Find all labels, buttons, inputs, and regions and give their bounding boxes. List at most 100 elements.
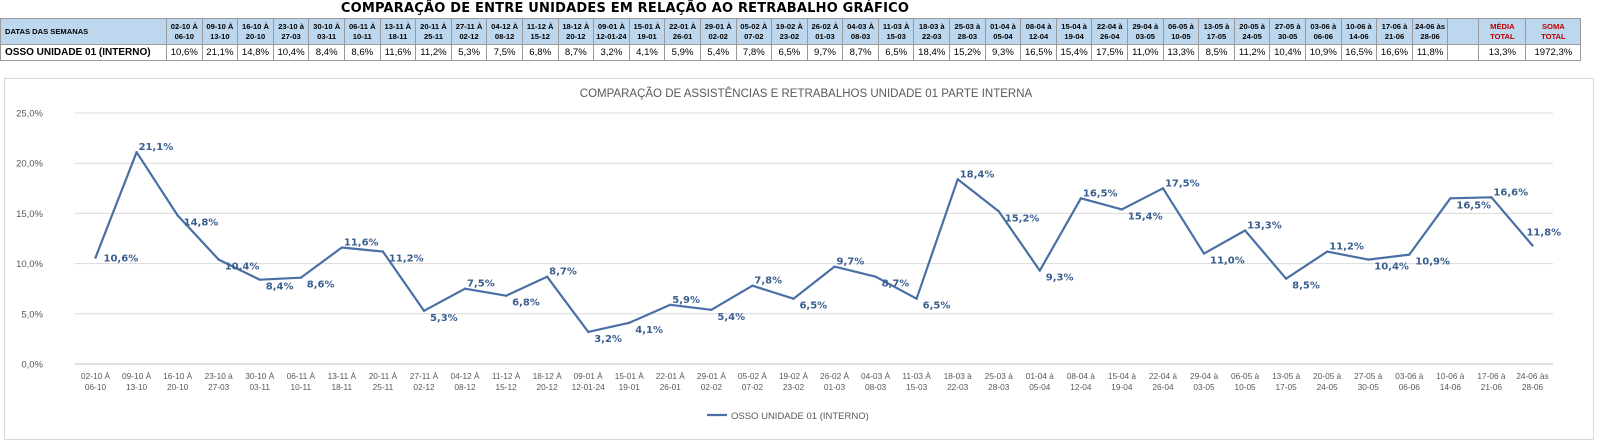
week-header-cell: 11-03 À 15-03 <box>877 18 915 45</box>
week-value-cell: 18,4% <box>913 44 951 61</box>
x-tick-label: 21-06 <box>1481 382 1503 392</box>
data-label: 13,3% <box>1247 220 1282 231</box>
data-label: 10,6% <box>104 254 139 265</box>
week-header-cell: 09-01 À 12-01-24 <box>593 18 630 45</box>
weekly-table: DATAS DAS SEMANAS 02-10 À 06-10 09-10 À 13-1… <box>0 18 1582 61</box>
data-point <box>1408 253 1411 256</box>
week-value-cell: 17,5% <box>1091 44 1129 61</box>
data-label: 17,5% <box>1165 178 1200 189</box>
data-label: 11,0% <box>1210 256 1245 267</box>
x-tick-label: 20-05 à <box>1313 371 1342 381</box>
week-value-cell: 6,8% <box>521 44 559 61</box>
week-value-cell: 11,8% <box>1411 44 1449 61</box>
x-tick-label: 05-02 À <box>738 371 768 381</box>
x-tick-label: 17-05 <box>1276 382 1298 392</box>
x-tick-label: 26-01 <box>660 382 682 392</box>
x-tick-label: 02-12 <box>413 382 435 392</box>
x-tick-label: 22-04 à <box>1149 371 1178 381</box>
x-tick-label: 10-11 <box>291 382 312 392</box>
x-tick-label: 29-01 À <box>697 371 727 381</box>
x-tick-label: 16-10 À <box>163 371 193 381</box>
data-label: 10,4% <box>225 262 260 273</box>
x-tick-label: 27-11 À <box>410 371 439 381</box>
week-header-cell: 30-10 À 03-11 <box>308 18 345 45</box>
data-label: 18,4% <box>960 169 995 180</box>
x-tick-label: 12-04 <box>1070 382 1092 392</box>
data-point <box>1161 187 1165 190</box>
x-tick-label: 22-01 À <box>656 371 686 381</box>
week-value-cell: 21,1% <box>201 44 239 61</box>
data-point <box>1243 229 1247 232</box>
week-header-cell: 16-10 À 20-10 <box>237 18 274 45</box>
x-tick-label: 30-05 <box>1358 382 1380 392</box>
data-label: 5,9% <box>672 295 700 306</box>
data-point <box>1490 196 1493 199</box>
y-tick-label: 10,0% <box>16 259 43 270</box>
week-header-cell: 06-11 À 10-11 <box>343 18 381 45</box>
week-header-cell: 24-06 às 28-06 <box>1411 18 1449 45</box>
x-tick-label: 27-03 <box>208 382 230 392</box>
x-tick-label: 03-06 à <box>1395 371 1424 381</box>
data-point <box>1449 197 1452 200</box>
data-point <box>1531 244 1534 247</box>
data-label: 15,2% <box>1005 213 1040 224</box>
week-header-cell: 15-01 À 19-01 <box>628 18 666 45</box>
week-header-cell: 19-02 À 23-02 <box>771 18 808 45</box>
week-value-cell: 5,9% <box>664 44 701 61</box>
x-tick-label: 15-03 <box>906 382 928 392</box>
x-tick-label: 06-11 À <box>287 371 316 381</box>
y-tick-label: 25,0% <box>16 109 43 120</box>
week-value-cell: 8,4% <box>308 44 345 61</box>
data-point <box>217 258 220 261</box>
data-label: 21,1% <box>139 142 174 153</box>
week-value-cell: 8,7% <box>842 44 879 61</box>
week-header-cell: 02-10 À 06-10 <box>166 18 203 45</box>
x-tick-label: 03-11 <box>249 382 270 392</box>
x-tick-label: 09-10 À <box>122 371 152 381</box>
soma-total-header: SOMA TOTAL <box>1525 18 1582 45</box>
table-header-row: DATAS DAS SEMANAS 02-10 À 06-10 09-10 À 13-1… <box>0 18 1582 45</box>
week-value-cell: 15,2% <box>949 44 986 61</box>
data-point <box>997 210 1000 213</box>
table-corner-label: DATAS DAS SEMANAS <box>0 18 167 45</box>
chart-title: COMPARAÇÃO DE ASSISTÊNCIAS E RETRABALHOS… <box>580 87 1033 100</box>
data-label: 8,5% <box>1292 281 1320 292</box>
x-tick-label: 19-02 À <box>779 371 809 381</box>
page-title: COMPARAÇÃO DE ENTRE UNIDADES EM RELAÇÃO … <box>340 1 910 16</box>
x-tick-label: 02-02 <box>701 382 723 392</box>
x-tick-label: 04-12 À <box>450 371 480 381</box>
data-label: 4,1% <box>635 325 663 336</box>
x-tick-label: 20-11 À <box>369 371 398 381</box>
x-tick-label: 28-06 <box>1522 382 1544 392</box>
data-point <box>710 308 713 311</box>
x-tick-label: 08-03 <box>865 382 887 392</box>
x-tick-label: 28-03 <box>988 382 1010 392</box>
week-value-cell: 7,8% <box>735 44 773 61</box>
week-value-cell: 8,6% <box>343 44 381 61</box>
line-chart: COMPARAÇÃO DE ASSISTÊNCIAS E RETRABALHOS… <box>16 87 1561 422</box>
data-label: 10,9% <box>1415 257 1450 268</box>
data-point <box>381 250 385 253</box>
week-value-cell: 10,4% <box>272 44 310 61</box>
data-point <box>669 303 672 306</box>
table-spacer <box>1447 18 1480 45</box>
data-point <box>874 275 877 278</box>
x-tick-label: 18-03 à <box>944 371 973 381</box>
data-point <box>915 297 918 300</box>
x-tick-label: 24-05 <box>1317 382 1339 392</box>
week-header-cell: 26-02 À 01-03 <box>806 18 844 45</box>
data-point <box>1120 208 1124 211</box>
week-value-cell: 11,2% <box>415 44 452 61</box>
x-tick-label: 06-06 <box>1399 382 1421 392</box>
week-value-cell: 4,1% <box>628 44 666 61</box>
week-header-cell: 25-03 à 28-03 <box>949 18 986 45</box>
week-header-cell: 06-05 à 10-05 <box>1162 18 1200 45</box>
x-tick-label: 17-06 à <box>1477 371 1506 381</box>
data-label: 11,2% <box>1329 242 1364 253</box>
x-tick-label: 19-04 <box>1111 382 1133 392</box>
week-header-cell: 13-11 À 18-11 <box>379 18 417 45</box>
week-value-cell: 16,6% <box>1376 44 1413 61</box>
x-tick-label: 11-03 À <box>902 371 931 381</box>
data-point <box>628 321 631 325</box>
week-value-cell: 7,5% <box>486 44 523 61</box>
